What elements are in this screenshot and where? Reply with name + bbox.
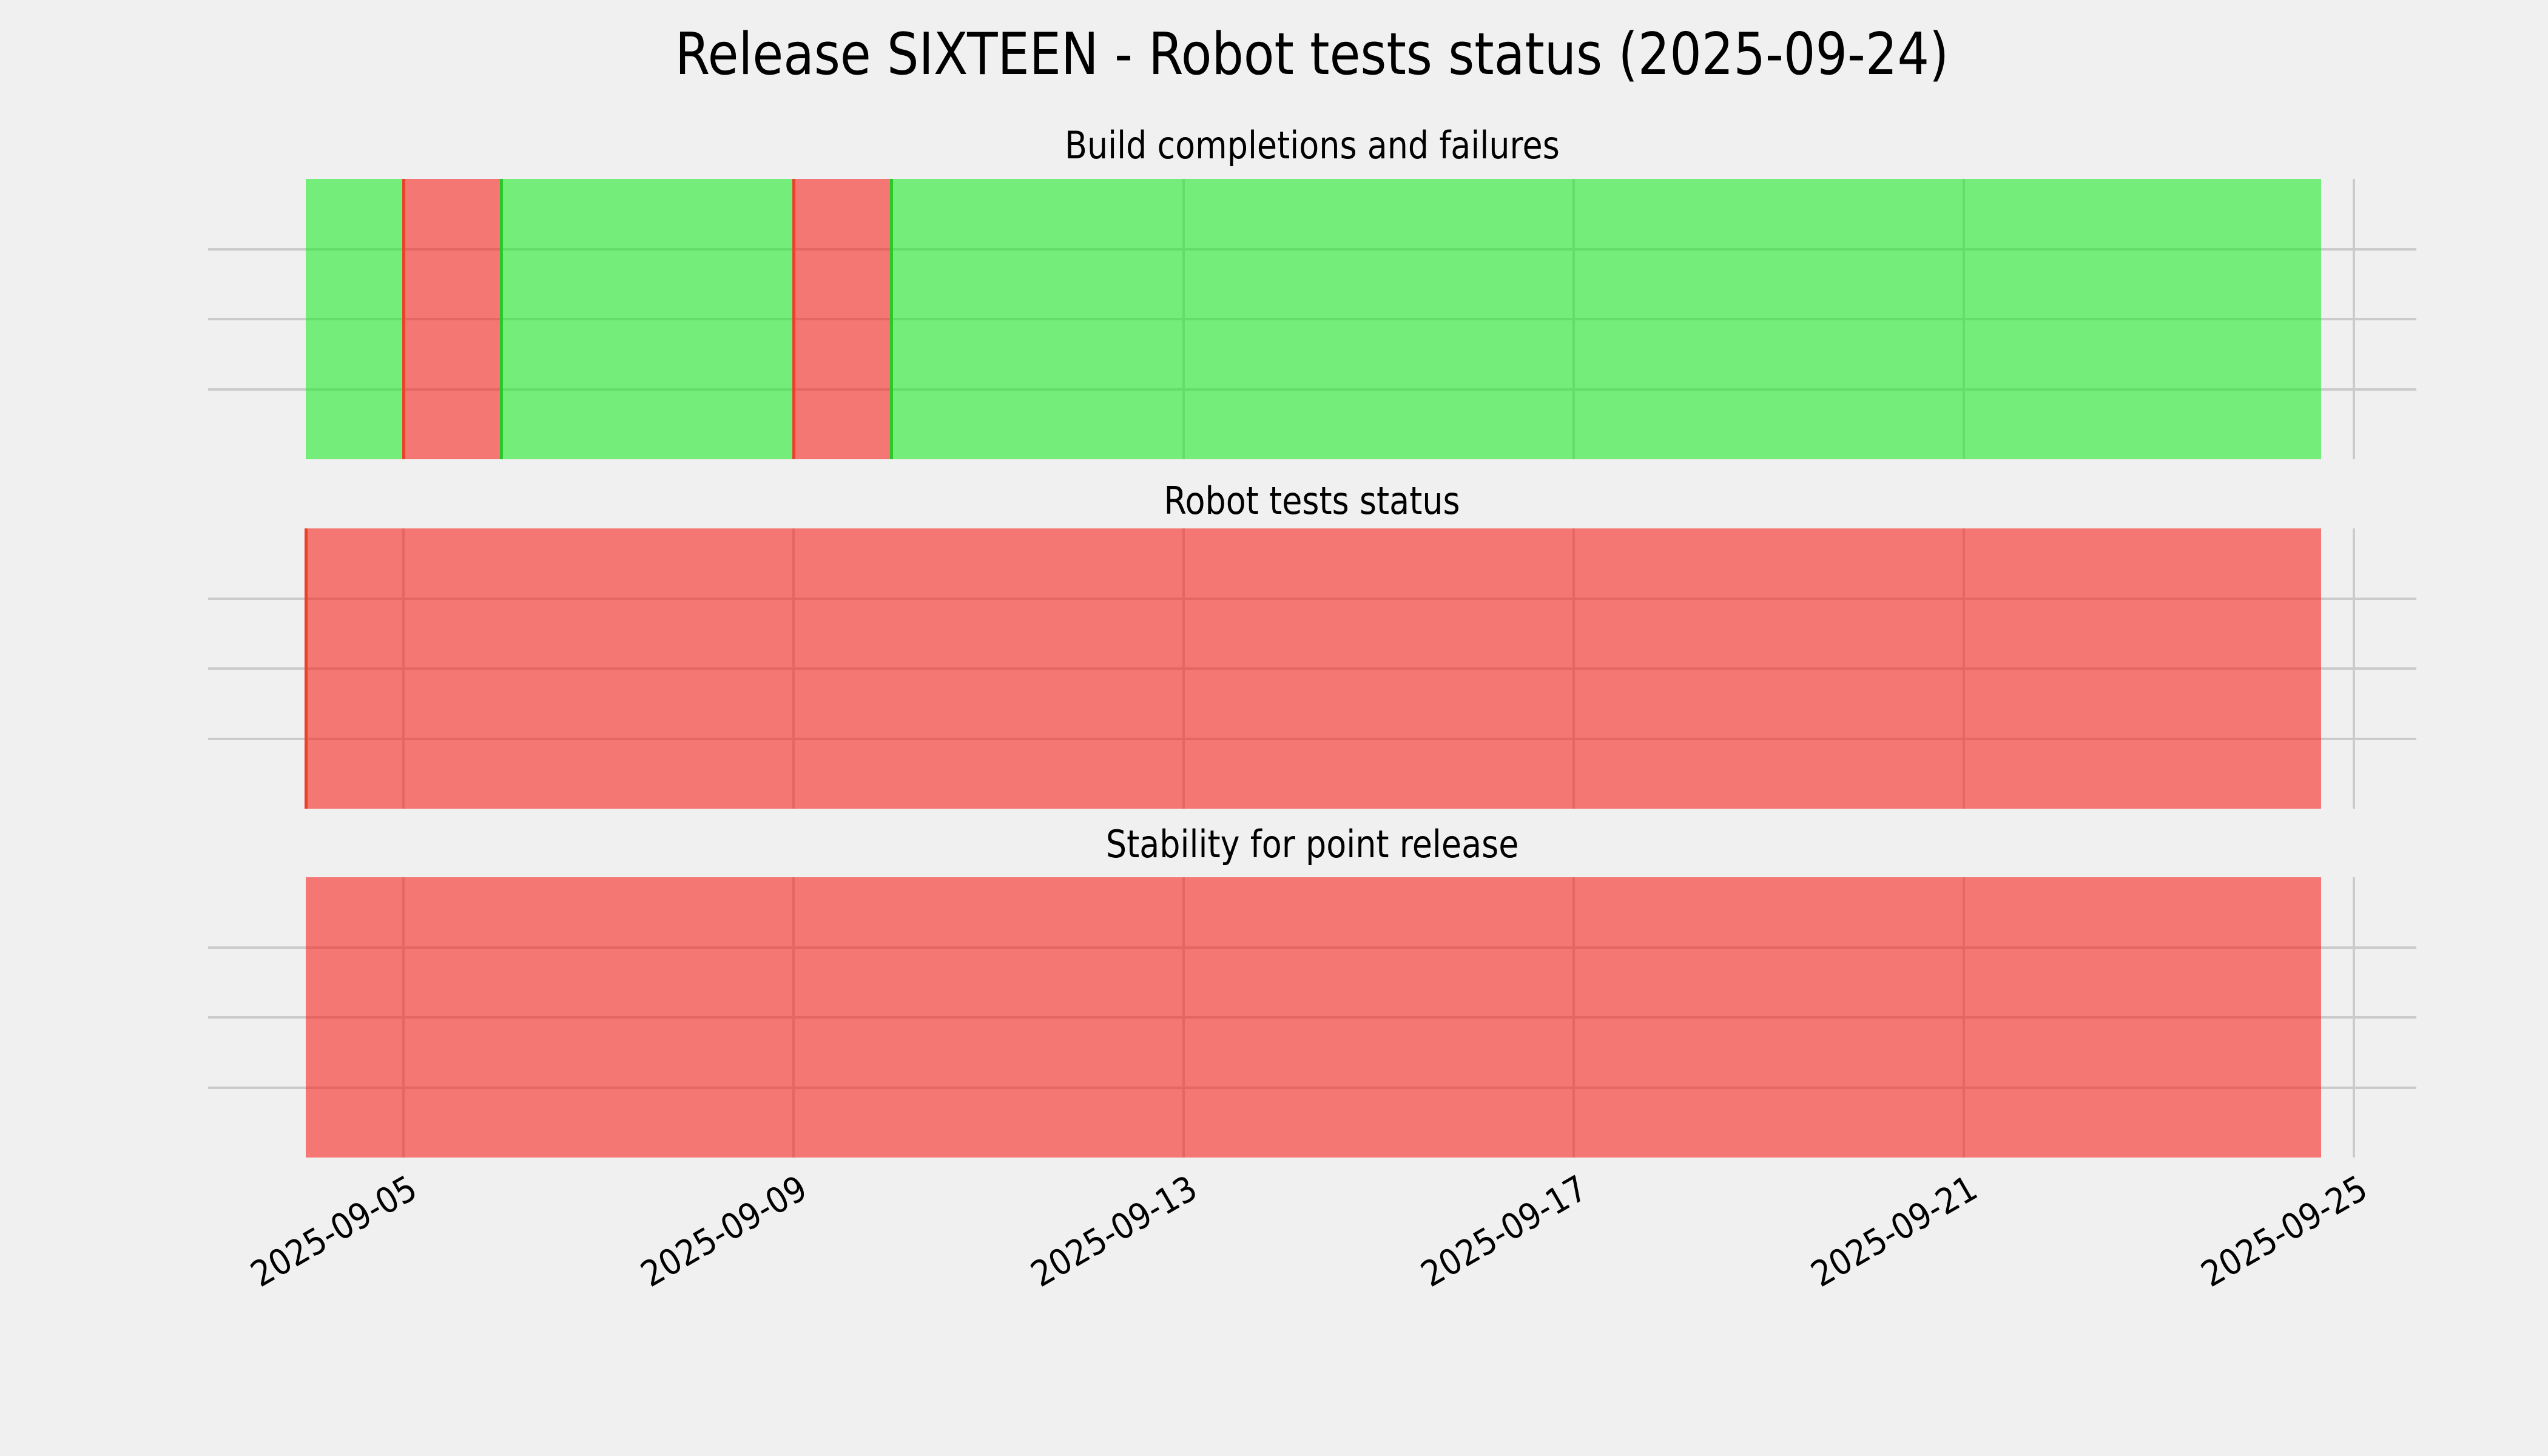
status-panel — [208, 179, 2416, 459]
chart-title-text: Release SIXTEEN - Robot tests status (20… — [675, 21, 1949, 88]
x-tick-label-text: 2025-09-21 — [1804, 1167, 1984, 1295]
status-panel — [208, 528, 2416, 809]
status-segment-ok — [306, 179, 403, 459]
status-segment-fail — [402, 179, 501, 459]
event-line-fail — [792, 179, 795, 459]
panel-title: Stability for point release — [208, 823, 2416, 866]
vertical-gridline — [2353, 877, 2355, 1158]
status-panel — [208, 877, 2416, 1158]
x-tick-label-text: 2025-09-25 — [2194, 1167, 2374, 1295]
status-segment-fail — [306, 877, 2322, 1158]
x-tick-label-text: 2025-09-13 — [1023, 1167, 1204, 1295]
event-line-ok — [499, 179, 503, 459]
panel-title-text: Build completions and failures — [1065, 123, 1560, 167]
x-tick-label-text: 2025-09-05 — [243, 1167, 424, 1295]
status-segment-fail — [305, 528, 2322, 809]
x-tick-label-text: 2025-09-17 — [1414, 1167, 1594, 1295]
panel-title: Robot tests status — [208, 479, 2416, 523]
panel-title-text: Robot tests status — [1164, 479, 1461, 523]
status-segment-ok — [499, 179, 794, 459]
vertical-gridline — [2353, 528, 2355, 809]
event-line-fail — [402, 179, 405, 459]
chart-title: Release SIXTEEN - Robot tests status (20… — [208, 23, 2416, 86]
status-segment-ok — [889, 179, 2322, 459]
event-line-ok — [889, 179, 893, 459]
x-tick-label-text: 2025-09-09 — [633, 1167, 814, 1295]
status-segment-fail — [792, 179, 891, 459]
event-line-fail — [305, 528, 308, 809]
panel-title-text: Stability for point release — [1105, 822, 1519, 866]
vertical-gridline — [2353, 179, 2355, 459]
panel-title: Build completions and failures — [208, 124, 2416, 167]
